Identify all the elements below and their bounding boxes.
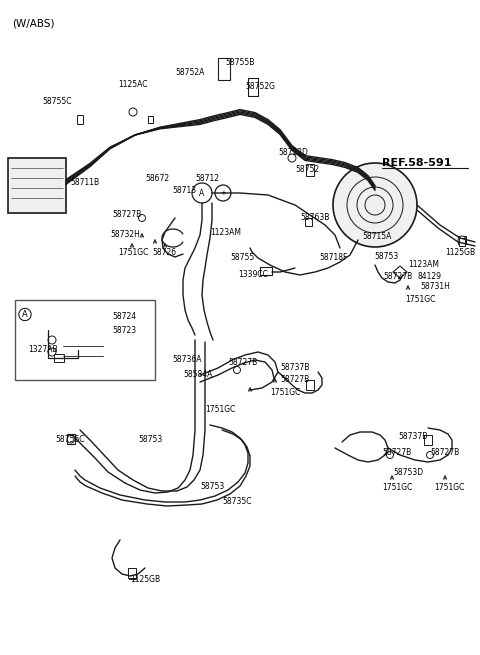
Text: 1125GB: 1125GB	[445, 248, 475, 257]
Text: 58711B: 58711B	[70, 178, 99, 187]
Bar	[129, 569, 135, 579]
Circle shape	[48, 336, 56, 344]
Text: 1751GC: 1751GC	[270, 388, 300, 397]
Text: 58752A: 58752A	[175, 68, 204, 77]
Text: 58736A: 58736A	[172, 355, 202, 364]
Bar	[424, 435, 432, 445]
Text: 58732H: 58732H	[110, 230, 140, 239]
Text: 58753D: 58753D	[393, 468, 423, 477]
Text: 58713: 58713	[172, 186, 196, 195]
Circle shape	[458, 236, 466, 244]
Bar	[458, 236, 466, 244]
Text: 58727B: 58727B	[112, 210, 141, 219]
Bar	[218, 58, 230, 80]
Text: 1751GC: 1751GC	[205, 405, 235, 414]
Text: 58752: 58752	[295, 165, 319, 174]
Text: 58672: 58672	[145, 174, 169, 183]
Text: 58755B: 58755B	[225, 58, 254, 67]
Bar	[248, 78, 258, 96]
Text: 58727B: 58727B	[382, 448, 411, 457]
Text: 58735C: 58735C	[222, 497, 252, 506]
Text: 58727B: 58727B	[430, 448, 459, 457]
Bar	[77, 115, 83, 124]
Text: 58722D: 58722D	[278, 148, 308, 157]
Text: 58727B: 58727B	[383, 272, 412, 281]
Bar	[260, 267, 272, 275]
Circle shape	[48, 348, 56, 356]
Bar	[128, 568, 136, 578]
Text: 58724: 58724	[112, 312, 136, 321]
Text: A: A	[199, 189, 204, 198]
Text: 1327AB: 1327AB	[28, 345, 58, 354]
Text: 58723: 58723	[112, 326, 136, 335]
Text: 1123AM: 1123AM	[210, 228, 241, 237]
Text: 58755C: 58755C	[42, 97, 72, 106]
Text: (W/ABS): (W/ABS)	[12, 18, 55, 28]
Text: 84129: 84129	[418, 272, 442, 281]
Text: 1125GB: 1125GB	[130, 575, 160, 584]
Text: 58753: 58753	[374, 252, 398, 261]
Text: 58755: 58755	[230, 253, 254, 262]
Bar	[8, 158, 66, 213]
Bar	[459, 238, 465, 246]
Circle shape	[139, 214, 145, 221]
Circle shape	[67, 435, 75, 443]
Text: 58727B: 58727B	[280, 375, 309, 384]
Text: 58718F: 58718F	[319, 253, 348, 262]
Text: 58584A: 58584A	[183, 370, 212, 379]
Circle shape	[129, 108, 137, 116]
Text: REF.58-591: REF.58-591	[382, 158, 452, 168]
Circle shape	[427, 451, 433, 458]
Bar	[306, 164, 314, 176]
Text: 58752G: 58752G	[245, 82, 275, 91]
Circle shape	[288, 154, 296, 162]
Text: 1751GC: 1751GC	[382, 483, 412, 492]
Bar	[304, 218, 312, 226]
Text: 1339CC: 1339CC	[238, 270, 268, 279]
Text: 58753: 58753	[138, 435, 162, 444]
Circle shape	[215, 185, 231, 201]
Circle shape	[192, 183, 212, 203]
Text: 1751GC: 1751GC	[434, 483, 464, 492]
Text: 58715A: 58715A	[362, 232, 391, 241]
Text: 58737B: 58737B	[280, 363, 310, 372]
Bar	[54, 354, 64, 362]
Text: 1751GC: 1751GC	[405, 295, 435, 304]
Text: 1123AM: 1123AM	[408, 260, 439, 269]
Text: 1751GC: 1751GC	[118, 248, 148, 257]
Text: 58753: 58753	[200, 482, 224, 491]
Text: 58756C: 58756C	[55, 435, 84, 444]
Text: 58726: 58726	[152, 248, 176, 257]
Circle shape	[333, 163, 417, 247]
Bar	[306, 380, 314, 390]
Text: +: +	[220, 190, 226, 196]
Text: 58712: 58712	[195, 174, 219, 183]
Text: A: A	[22, 310, 28, 319]
Text: 58731H: 58731H	[420, 282, 450, 291]
Text: 58727B: 58727B	[228, 358, 257, 367]
Text: 1125AC: 1125AC	[118, 80, 147, 89]
Text: 58763B: 58763B	[300, 213, 329, 222]
Circle shape	[233, 367, 240, 373]
Bar	[67, 434, 75, 444]
Bar	[15, 300, 155, 380]
Bar	[147, 115, 153, 123]
Text: 58737B: 58737B	[398, 432, 427, 441]
Circle shape	[386, 451, 394, 458]
